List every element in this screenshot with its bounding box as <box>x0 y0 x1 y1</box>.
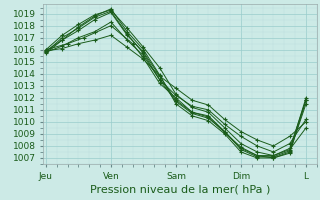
X-axis label: Pression niveau de la mer( hPa ): Pression niveau de la mer( hPa ) <box>90 185 270 195</box>
